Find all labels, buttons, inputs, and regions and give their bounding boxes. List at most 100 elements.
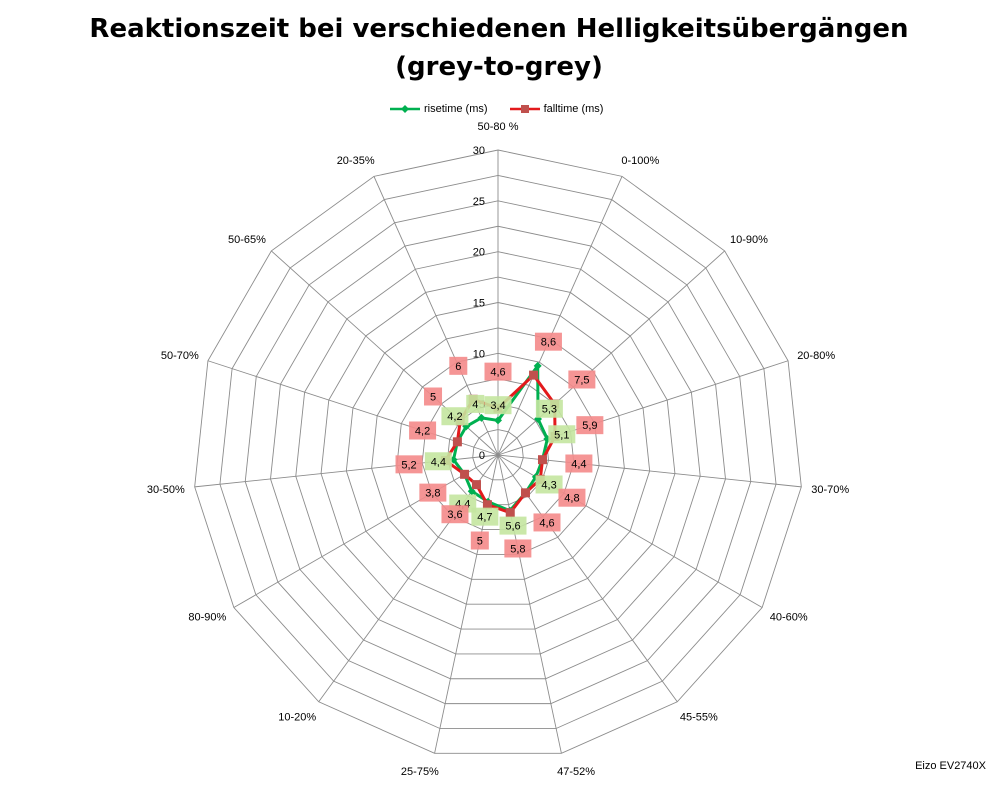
data-point bbox=[471, 480, 481, 490]
chart-title: Reaktionszeit bei verschiedenen Helligke… bbox=[0, 10, 998, 86]
grid-ring bbox=[295, 251, 701, 655]
data-label-bg bbox=[576, 416, 604, 435]
data-label: 4,3 bbox=[535, 475, 563, 494]
data-point bbox=[477, 413, 486, 422]
chart-title-line1: Reaktionszeit bei verschiedenen Helligke… bbox=[89, 14, 909, 44]
legend-item-falltime: falltime (ms) bbox=[509, 103, 604, 115]
tick-label: 15 bbox=[473, 298, 485, 310]
data-label-text: 4,4 bbox=[571, 459, 586, 471]
grid-ring bbox=[219, 174, 777, 729]
data-point bbox=[505, 508, 515, 518]
category-label: 0-100% bbox=[621, 155, 659, 167]
category-label: 30-70% bbox=[811, 484, 849, 496]
grid-spoke bbox=[497, 176, 623, 456]
category-label: 47-52% bbox=[557, 766, 595, 778]
data-label-bg bbox=[534, 332, 562, 351]
data-label-text: 3,8 bbox=[425, 488, 440, 500]
data-label-text: 4,7 bbox=[477, 512, 492, 524]
data-label-bg bbox=[424, 387, 443, 406]
data-label-text: 7,5 bbox=[574, 374, 589, 386]
data-label-text: 4,2 bbox=[415, 425, 430, 437]
category-label: 10-90% bbox=[730, 234, 768, 246]
legend-label-risetime: risetime (ms) bbox=[424, 103, 488, 115]
data-label-bg bbox=[568, 370, 596, 389]
data-label-text: 3,4 bbox=[490, 400, 505, 412]
series-line bbox=[443, 373, 557, 515]
category-label: 50-80 % bbox=[478, 121, 519, 133]
category-label: 20-80% bbox=[797, 350, 835, 362]
category-label: 50-65% bbox=[228, 234, 266, 246]
category-label: 50-70% bbox=[161, 350, 199, 362]
data-point bbox=[494, 416, 502, 425]
grid-ring bbox=[320, 276, 676, 630]
data-label: 3,6 bbox=[441, 505, 469, 524]
data-label-bg bbox=[499, 516, 527, 535]
data-label-text: 5 bbox=[430, 391, 436, 403]
data-label: 6 bbox=[449, 356, 468, 375]
grid-ring bbox=[371, 327, 625, 580]
category-label: 80-90% bbox=[188, 612, 226, 624]
data-label-bg bbox=[466, 394, 485, 413]
data-label: 5 bbox=[424, 387, 443, 406]
data-label: 4 bbox=[466, 394, 485, 413]
data-label-bg bbox=[470, 531, 489, 550]
tick-label: 30 bbox=[473, 145, 485, 157]
grid-ring bbox=[396, 352, 600, 555]
credit-label: Eizo EV2740X bbox=[915, 760, 986, 772]
data-label-text: 4,6 bbox=[490, 367, 505, 379]
data-label: 4,2 bbox=[441, 407, 469, 426]
data-label-text: 8,6 bbox=[541, 337, 556, 349]
category-label: 20-35% bbox=[337, 155, 375, 167]
data-label: 4,2 bbox=[409, 421, 437, 440]
data-label-bg bbox=[484, 362, 512, 381]
grid-ring bbox=[472, 429, 524, 481]
data-label-bg bbox=[548, 425, 576, 444]
data-point bbox=[529, 370, 539, 380]
tick-label: 20 bbox=[473, 247, 485, 259]
data-point bbox=[520, 488, 530, 498]
data-label-text: 4,6 bbox=[539, 517, 554, 529]
data-label: 4,4 bbox=[424, 452, 452, 471]
data-label-bg bbox=[419, 483, 447, 502]
chart-title-line2: (grey-to-grey) bbox=[395, 52, 603, 82]
series-line bbox=[452, 364, 549, 513]
grid-ring bbox=[194, 149, 802, 754]
data-label-text: 6 bbox=[455, 361, 461, 373]
category-label: 30-50% bbox=[147, 484, 185, 496]
data-label-bg bbox=[449, 356, 468, 375]
tick-label: 0 bbox=[479, 450, 485, 462]
data-label-text: 5,2 bbox=[401, 459, 416, 471]
data-label: 4,4 bbox=[565, 454, 593, 473]
category-label: 25-75% bbox=[401, 766, 439, 778]
data-label-text: 4 bbox=[472, 399, 478, 411]
legend-marker-falltime bbox=[509, 105, 540, 113]
data-label-text: 5,3 bbox=[542, 404, 557, 416]
data-label-bg bbox=[558, 488, 586, 507]
data-label-bg bbox=[535, 475, 563, 494]
data-label: 5,1 bbox=[548, 425, 576, 444]
data-label-bg bbox=[441, 407, 469, 426]
grid-spoke bbox=[233, 454, 499, 608]
data-label-bg bbox=[409, 421, 437, 440]
radar-grid bbox=[194, 149, 802, 754]
data-label-text: 4,2 bbox=[447, 411, 462, 423]
data-label-bg bbox=[424, 452, 452, 471]
grid-spoke bbox=[497, 454, 562, 754]
data-label: 4,7 bbox=[471, 507, 499, 526]
data-label: 5,2 bbox=[395, 455, 423, 474]
data-label-text: 3,6 bbox=[447, 509, 462, 521]
grid-ring bbox=[345, 302, 651, 605]
data-label: 4,6 bbox=[484, 362, 512, 381]
legend-item-risetime: risetime (ms) bbox=[390, 103, 488, 115]
legend-marker-risetime bbox=[390, 105, 420, 113]
legend-label-falltime: falltime (ms) bbox=[543, 103, 604, 115]
data-label-bg bbox=[471, 507, 499, 526]
category-label: 40-60% bbox=[770, 612, 808, 624]
data-label-bg bbox=[395, 455, 423, 474]
data-label-text: 5,6 bbox=[505, 521, 520, 533]
data-label: 5,8 bbox=[504, 539, 532, 558]
grid-ring bbox=[244, 200, 752, 705]
data-label: 5,9 bbox=[576, 416, 604, 435]
data-point bbox=[460, 469, 470, 479]
